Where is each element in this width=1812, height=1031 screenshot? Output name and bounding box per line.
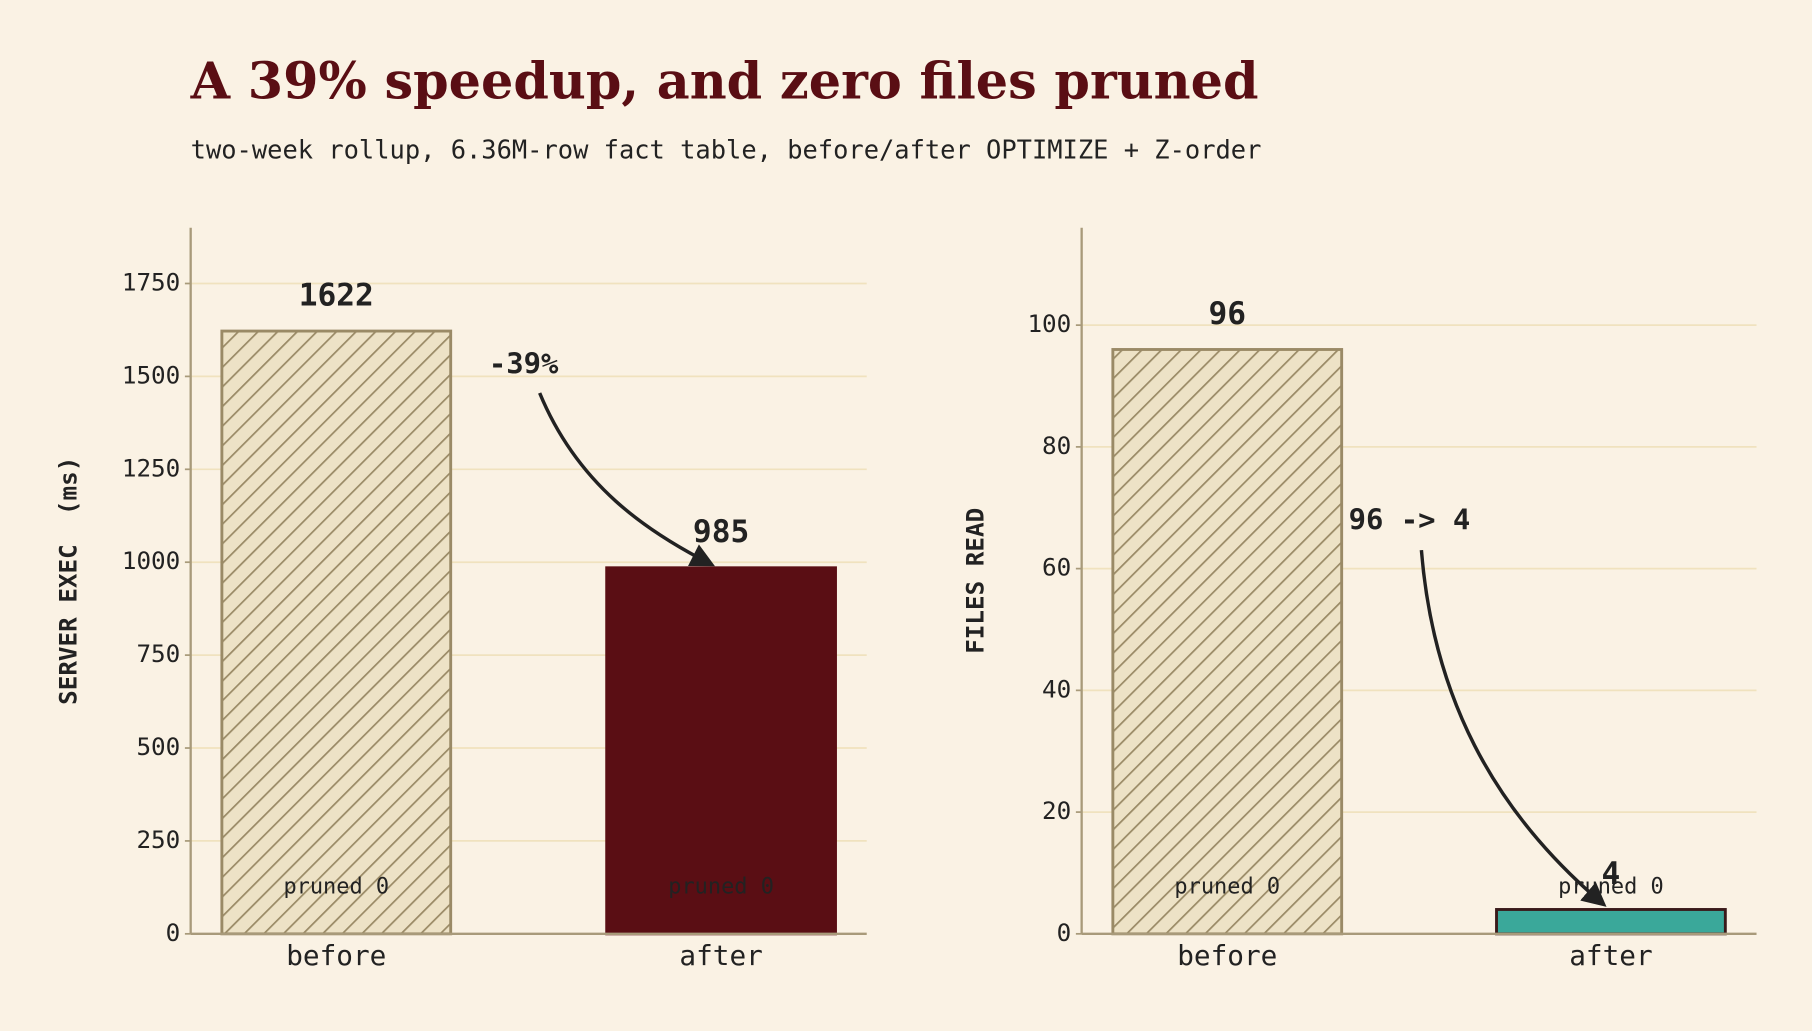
annotation: 96 -> 4 [1349, 502, 1471, 536]
value-label: 4 [1602, 856, 1621, 892]
bar [1495, 908, 1727, 936]
y-tick-label: 20 [1042, 796, 1071, 825]
value-label: 1622 [299, 277, 374, 313]
x-tick-label: after [1569, 939, 1652, 972]
bar-note: pruned 0 [668, 875, 774, 900]
value-label: 96 [1208, 296, 1246, 332]
x-tick-label: after [679, 939, 762, 972]
y-tick-label: 0 [1057, 918, 1072, 947]
annotation-arrow [538, 392, 716, 567]
annotation: -39% [489, 346, 559, 380]
y-tick-label: 100 [1027, 309, 1071, 338]
y-tick-label: 40 [1042, 674, 1071, 703]
y-tick-label: 60 [1042, 553, 1071, 582]
y-tick-label: 1750 [122, 267, 180, 296]
page-title: A 39% speedup, and zero files pruned [190, 50, 1259, 110]
bar-note: pruned 0 [283, 875, 389, 900]
y-tick-label: 1250 [122, 453, 180, 482]
y-tick-label: 250 [136, 825, 180, 854]
x-tick-label: before [1177, 939, 1277, 972]
y-axis-label: FILES READ [960, 508, 989, 654]
y-tick-label: 1000 [122, 546, 180, 575]
x-tick-label: before [286, 939, 386, 972]
y-tick-label: 80 [1042, 431, 1071, 460]
y-axis-label: SERVER EXEC (ms) [53, 457, 82, 705]
value-label: 985 [693, 514, 749, 550]
bar [220, 329, 453, 936]
bar-note: pruned 0 [1174, 875, 1280, 900]
y-tick-label: 750 [136, 639, 180, 668]
bar [1111, 348, 1344, 936]
y-tick-label: 1500 [122, 360, 180, 389]
bar [605, 566, 837, 936]
y-tick-label: 0 [166, 918, 181, 947]
subtitle: two-week rollup, 6.36M-row fact table, b… [191, 134, 1262, 164]
y-tick-label: 500 [136, 732, 180, 761]
annotation-arrow [1419, 550, 1607, 907]
